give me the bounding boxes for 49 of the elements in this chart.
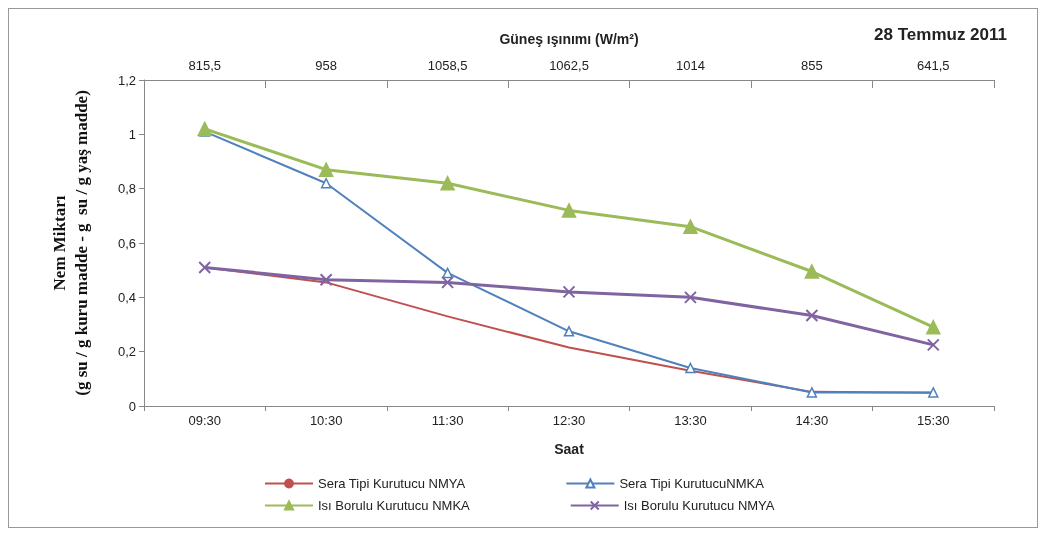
y-tick-label: 0 — [128, 398, 136, 414]
x-tick-label: 10:30 — [309, 413, 343, 428]
legend-label: Sera Tipi KurutucuNMKA — [619, 476, 765, 491]
point — [926, 319, 941, 335]
y-tick-label: 0,8 — [117, 181, 136, 197]
point — [928, 387, 939, 398]
y-tick-label: 0,4 — [117, 289, 136, 305]
text: 815,5 — [188, 58, 221, 73]
text: 1058,5 — [427, 58, 468, 73]
point — [685, 362, 696, 374]
y-axis-title: Nem Miktarı (g su / g kuru madde - g su / g yaş madde) — [49, 90, 91, 396]
chart-title: 28 Temmuz 2011 — [874, 25, 1008, 44]
point — [805, 309, 819, 323]
x2-axis-title: Güneş ışınımı (W/m²) — [499, 31, 639, 47]
legend-label: Isı Borulu Kurutucu NMYA — [623, 498, 775, 513]
text: 641,5 — [917, 58, 950, 73]
x-tick-label: 12:30 — [552, 413, 586, 428]
x-tick-label: 14:30 — [795, 413, 829, 428]
point — [563, 326, 575, 337]
y-tick-label: 0,6 — [117, 235, 136, 251]
x-axis-title: Saat — [554, 441, 585, 457]
text: 1062,5 — [549, 58, 589, 73]
y-tick-label: 1 — [128, 126, 136, 142]
legend-label: Isı Borulu Kurutucu NMKA — [318, 498, 471, 513]
point — [320, 177, 332, 189]
x-tick-label: 11:30 — [431, 413, 464, 428]
point — [806, 387, 818, 398]
x-tick-label: 09:30 — [188, 413, 221, 428]
legend-label: Sera Tipi Kurutucu NMYA — [318, 476, 466, 491]
point — [683, 219, 698, 234]
point — [441, 275, 455, 289]
point — [318, 162, 334, 177]
x-tick-label: 13:30 — [674, 413, 707, 428]
point — [442, 267, 453, 279]
x-tick-label: 15:30 — [917, 413, 950, 428]
point — [197, 121, 212, 137]
y-tick-label: 1,2 — [117, 72, 136, 88]
y-tick-label: 0,2 — [117, 344, 136, 360]
text: 1014 — [675, 58, 705, 73]
text: 855 — [801, 58, 823, 73]
point — [561, 203, 577, 218]
point — [198, 260, 212, 274]
text: 958 — [315, 58, 337, 73]
point — [440, 175, 455, 191]
point — [804, 264, 820, 279]
point — [926, 338, 940, 352]
point — [562, 285, 576, 299]
point — [319, 273, 333, 287]
point — [683, 290, 697, 304]
